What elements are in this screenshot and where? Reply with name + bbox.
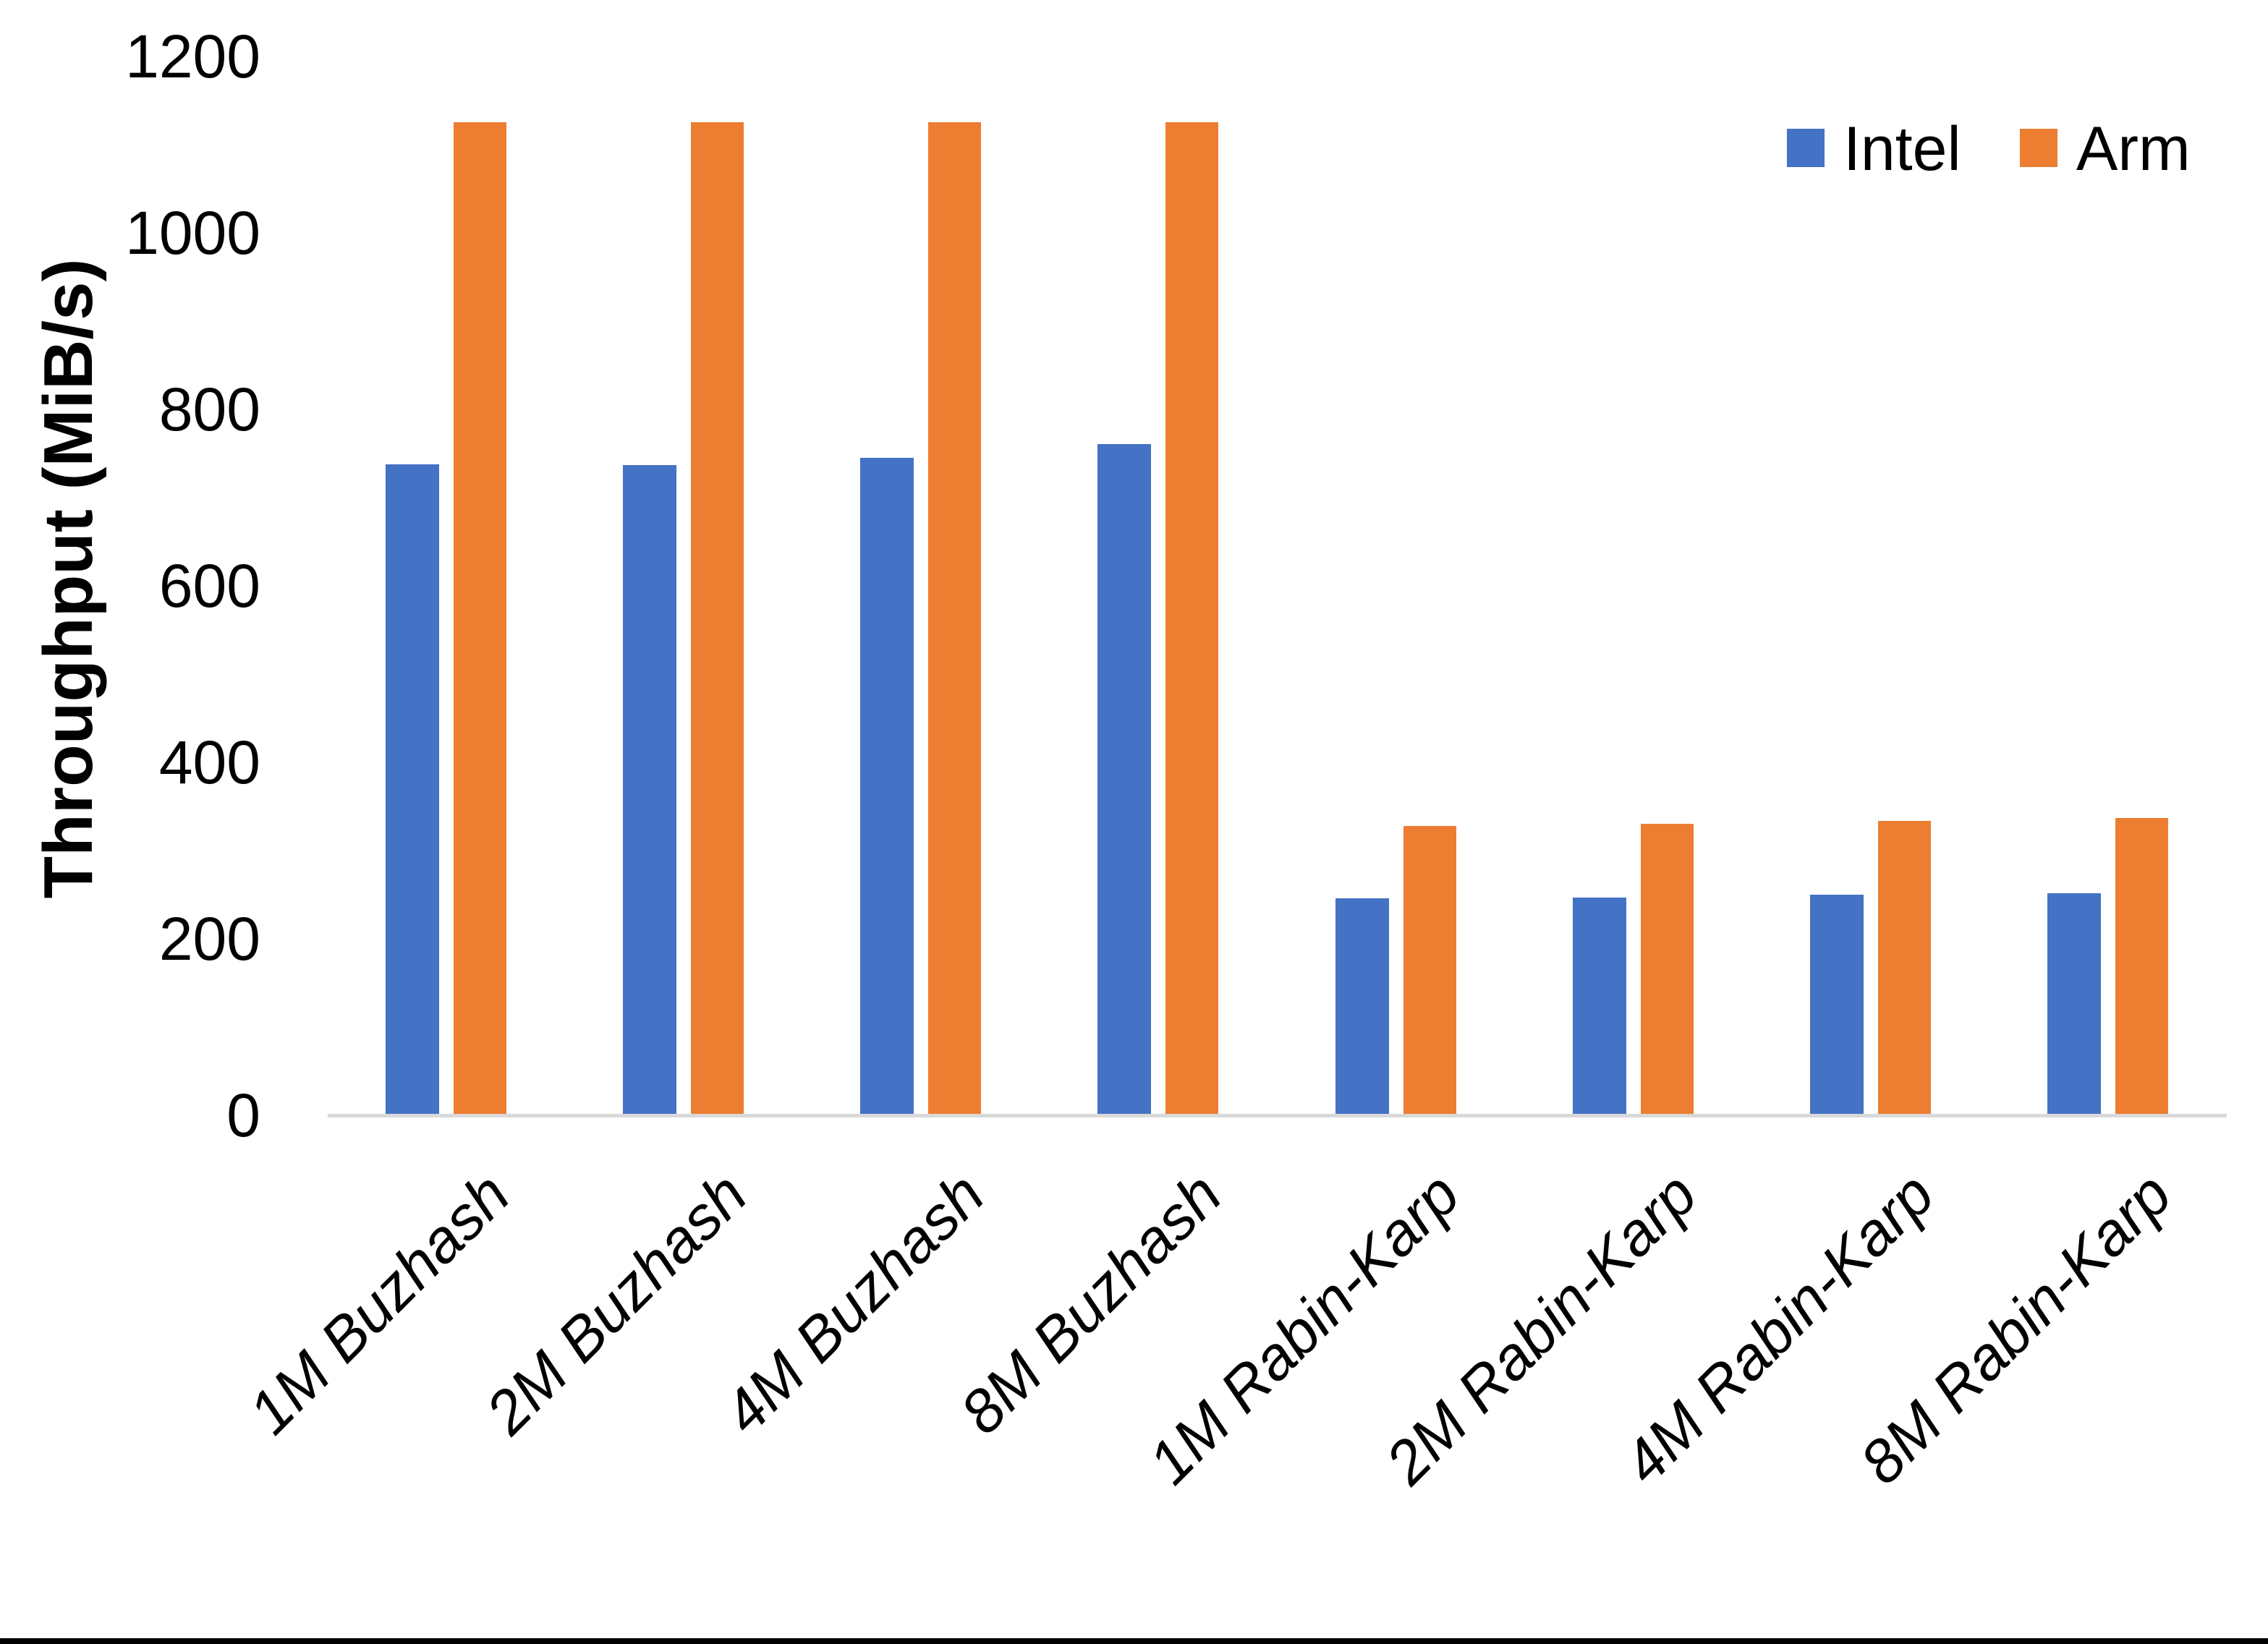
x-category-label-1m-buzhash: 1M Buzhash <box>235 1159 523 1447</box>
y-tick-label-0: 0 <box>226 1081 260 1149</box>
bar-intel-1m-buzhash <box>386 464 440 1115</box>
bar-arm-2m-buzhash <box>691 122 744 1115</box>
bar-arm-8m-buzhash <box>1165 122 1219 1115</box>
legend-label-intel: Intel <box>1843 114 1961 184</box>
y-tick-label-1200: 1200 <box>125 22 260 90</box>
bar-arm-1m-buzhash <box>454 122 507 1115</box>
x-axis-line <box>328 1114 2227 1117</box>
y-tick-label-1000: 1000 <box>125 199 260 267</box>
bar-intel-4m-buzhash <box>860 458 914 1115</box>
bar-intel-2m-buzhash <box>623 465 677 1115</box>
bar-arm-4m-rabin-karp <box>1877 821 1931 1115</box>
bar-intel-8m-buzhash <box>1097 444 1152 1115</box>
legend-item-intel: Intel <box>1787 114 2004 184</box>
y-tick-label-600: 600 <box>158 552 260 620</box>
bar-arm-2m-rabin-karp <box>1640 824 1694 1115</box>
bar-intel-1m-rabin-karp <box>1335 898 1389 1115</box>
bar-intel-2m-rabin-karp <box>1572 898 1626 1115</box>
bar-arm-8m-rabin-karp <box>2115 818 2168 1115</box>
y-tick-label-800: 800 <box>158 375 260 443</box>
legend-label-arm: Arm <box>2076 114 2191 184</box>
bar-intel-4m-rabin-karp <box>1809 895 1864 1115</box>
y-tick-label-400: 400 <box>158 728 260 796</box>
bar-arm-1m-rabin-karp <box>1403 826 1456 1115</box>
bottom-border <box>0 1638 2268 1644</box>
bar-arm-4m-buzhash <box>928 122 982 1115</box>
legend-marker-intel <box>1787 129 1825 167</box>
legend-marker-arm <box>2020 129 2057 167</box>
bar-intel-8m-rabin-karp <box>2047 893 2101 1115</box>
legend-item-arm: Arm <box>2020 114 2237 184</box>
y-tick-label-200: 200 <box>158 905 260 973</box>
